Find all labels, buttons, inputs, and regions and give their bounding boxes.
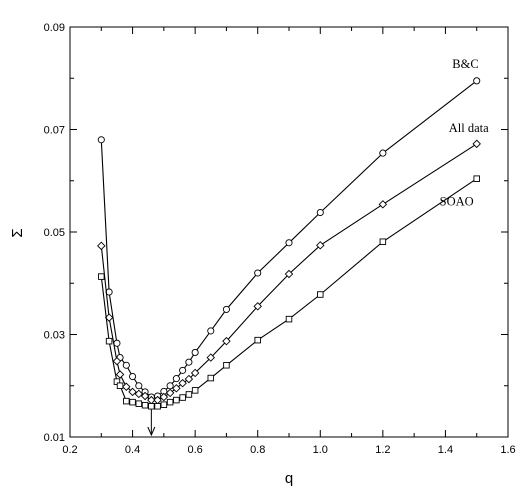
data-point-square [179, 394, 186, 401]
data-point-circle [207, 327, 215, 335]
data-point-diamond [472, 139, 481, 149]
series-circle [97, 77, 481, 401]
data-point-square [317, 291, 324, 298]
data-point-diamond [97, 241, 106, 251]
data-point-circle [122, 361, 130, 369]
data-point-circle [129, 372, 137, 381]
data-point-diamond [222, 336, 231, 346]
data-point-diamond [140, 391, 150, 401]
x-tick-label: 0.2 [62, 444, 77, 456]
x-tick-label: 1.6 [500, 444, 515, 456]
data-point-square [154, 403, 161, 410]
data-point-square [185, 391, 193, 398]
data-point-diamond [206, 353, 216, 362]
data-point-circle [379, 149, 387, 157]
data-point-circle [222, 305, 230, 313]
data-point-circle [191, 348, 199, 356]
data-point-square [207, 374, 215, 382]
y-tick-label: 0.07 [44, 125, 65, 137]
arrow-head [147, 426, 156, 437]
data-point-square [254, 336, 261, 344]
data-point-diamond [115, 370, 125, 379]
x-tick-label: 0.6 [187, 444, 202, 456]
x-tick-label: 0.8 [250, 444, 265, 456]
plot-frame [69, 26, 509, 438]
data-point-diamond [378, 200, 388, 209]
data-point-circle [254, 269, 262, 277]
data-point-diamond [178, 378, 187, 388]
data-point-diamond [316, 241, 325, 250]
axis-ticks: 0.2 0.4 0.6 0.8 1.0 1.2 1.4 1.6 0.01 0.03 0.05 0.07… [44, 22, 516, 456]
data-point-diamond [104, 313, 114, 322]
x-tick-label: 1.4 [438, 444, 453, 456]
y-tick-label: 0.03 [44, 330, 65, 342]
data-point-square [98, 273, 105, 280]
data-point-diamond [134, 389, 144, 399]
data-point-square [160, 401, 168, 408]
data-point-diamond [122, 382, 131, 392]
data-point-square [173, 396, 180, 404]
data-point-square [148, 403, 155, 410]
data-point-diamond [172, 384, 181, 393]
data-point-diamond [165, 388, 175, 398]
data-point-square [285, 315, 293, 323]
data-point-diamond [128, 387, 137, 397]
data-point-diamond [190, 368, 200, 378]
data-point-square [141, 401, 149, 409]
data-point-square [135, 400, 143, 407]
x-tick-label: 0.4 [125, 444, 140, 456]
data-point-diamond [112, 356, 122, 366]
data-point-circle [166, 382, 174, 390]
x-axis-label: q [285, 470, 293, 487]
x-tick-label: 1.0 [313, 444, 328, 456]
data-point-circle [185, 358, 193, 366]
data-point-circle [97, 136, 105, 144]
data-point-circle [113, 339, 121, 347]
series-label: B&C [452, 57, 478, 71]
data-point-diamond [159, 392, 169, 402]
series-line [100, 178, 478, 407]
data-point-circle [473, 77, 481, 85]
series-layer [97, 77, 481, 410]
series-labels: B&C All data SOAO [440, 57, 489, 209]
data-point-diamond [253, 302, 262, 311]
data-point-square [473, 175, 480, 182]
y-tick-label: 0.09 [44, 22, 65, 34]
data-point-square [191, 387, 199, 394]
data-point-circle [135, 382, 143, 390]
data-point-circle [172, 375, 180, 383]
y-axis-label: Σ [9, 228, 26, 237]
data-point-square [123, 397, 130, 405]
data-point-square [379, 238, 387, 245]
series-label: All data [449, 121, 489, 135]
annotation-layer [147, 409, 156, 437]
series-line [100, 80, 478, 398]
data-point-square [166, 398, 174, 406]
data-point-square [129, 398, 136, 406]
y-tick-label: 0.01 [44, 432, 65, 444]
data-point-square [105, 337, 113, 345]
data-point-circle [285, 239, 293, 247]
data-point-square [116, 382, 124, 390]
series-diamond [97, 139, 481, 405]
series-square [98, 175, 480, 410]
y-tick-label: 0.05 [44, 227, 65, 239]
data-point-diamond [184, 374, 194, 384]
data-point-circle [179, 366, 187, 374]
data-point-diamond [284, 269, 294, 279]
series-label: SOAO [440, 195, 474, 209]
data-point-square [223, 362, 230, 369]
data-point-circle [316, 208, 324, 217]
x-tick-label: 1.2 [375, 444, 390, 456]
